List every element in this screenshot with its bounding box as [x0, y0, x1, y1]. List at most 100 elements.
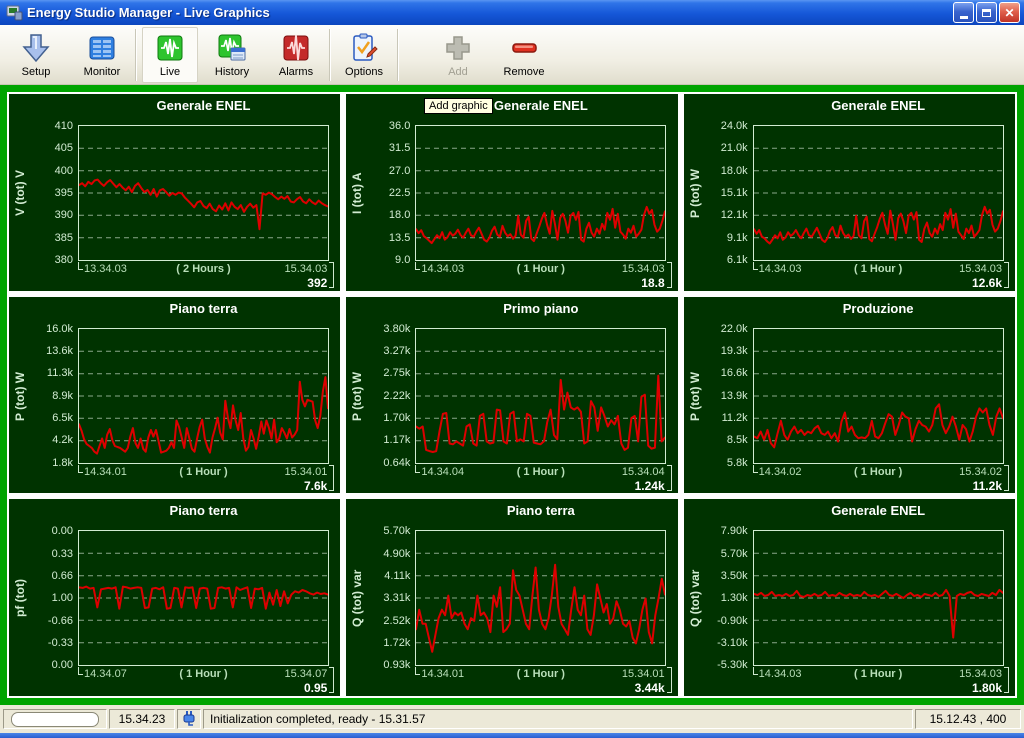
x-axis-left-tick [78, 262, 83, 270]
y-tick-label: 0.00 [51, 659, 73, 672]
y-tick-label: 1.70k [383, 411, 411, 424]
x-span-label: ( 1 Hour ) [179, 668, 228, 681]
current-value: 18.8 [641, 276, 665, 290]
progress-bar [11, 711, 99, 727]
chart-title: Piano terra [506, 503, 575, 519]
x-start-time: 14.34.03 [758, 263, 802, 275]
y-tick-label: 1.72k [383, 636, 411, 649]
x-start-time: 13.34.03 [84, 263, 127, 275]
alarms-button[interactable]: Alarms [268, 27, 324, 83]
setup-button[interactable]: Setup [8, 27, 64, 83]
chart-title: Generale ENEL [156, 98, 251, 113]
x-span-label: ( 2 Hours ) [176, 263, 231, 275]
y-tick-label: 5.70k [720, 547, 748, 560]
y-tick-label: 400 [54, 164, 73, 177]
monitor-button[interactable]: Monitor [74, 27, 130, 83]
status-message: Initialization completed, ready - 15.31.… [210, 712, 426, 726]
chart-panel[interactable]: Primo piano P (tot) W 3.80k 3.27k 2.75k 2.2… [344, 294, 680, 496]
y-tick-label: 4.2k [52, 434, 73, 447]
y-tick-label: 8.5k [726, 434, 748, 447]
toolbar-separator [135, 28, 137, 81]
minimize-button[interactable] [953, 2, 974, 23]
chart-panel[interactable]: Produzione P (tot) W 22.0k 19.3k 16.6k 13.9… [681, 294, 1017, 496]
y-tick-label: 3.50k [720, 569, 748, 582]
plot-area [752, 125, 1004, 261]
y-tick-label: 22.5 [388, 187, 411, 199]
x-axis-left-tick [752, 262, 758, 270]
toolbar: Setup Monitor Live [0, 25, 1024, 85]
x-span-label: ( 1 Hour ) [854, 465, 903, 478]
chart-panel[interactable]: Generale ENEL V (tot) V 410 405 400 395 390 3… [7, 92, 343, 293]
monitor-table-icon [89, 36, 115, 59]
progress-panel [3, 709, 107, 729]
status-right-value: 15.12.43 , 400 [929, 712, 1007, 726]
y-tick-label: 6.5k [52, 411, 73, 424]
y-tick-label: 16.0k [46, 322, 73, 335]
y-tick-label: 0.33 [51, 547, 73, 560]
remove-button[interactable]: Remove [496, 27, 552, 83]
options-button[interactable]: Options [336, 27, 392, 83]
add-label: Add [448, 65, 468, 78]
add-plus-icon [446, 35, 470, 60]
chart-panel[interactable]: Piano terra pf (tot) 0.00 0.33 0.66 1.00 -0.… [7, 497, 343, 698]
y-tick-label: 7.90k [720, 525, 748, 538]
x-start-time: 14.34.01 [421, 668, 465, 681]
live-label: Live [159, 65, 181, 78]
chart-svg [753, 147, 1003, 245]
chart-panel[interactable]: Piano terra Q (tot) var 5.70k 4.90k 4.11k 3… [344, 497, 680, 698]
chart-panel[interactable]: Generale ENEL Q (tot) var 7.90k 5.70k 3.50… [681, 497, 1017, 698]
x-span-label: ( 1 Hour ) [516, 263, 565, 275]
chart-title: Piano terra [169, 503, 238, 519]
chart-title: Generale ENEL [493, 98, 588, 113]
y-tick-label: 11.2k [721, 411, 748, 424]
x-end-time: 15.34.03 [621, 263, 665, 275]
x-end-time: 15.34.03 [284, 263, 328, 275]
y-tick-label: 2.75k [383, 367, 411, 380]
y-tick-label: 1.00 [51, 592, 73, 605]
alarms-label: Alarms [278, 65, 314, 78]
x-end-time: 15.34.01 [621, 668, 665, 681]
close-button[interactable]: ✕ [999, 2, 1020, 23]
x-end-time: 15.34.01 [284, 465, 328, 478]
chart-svg [416, 553, 666, 654]
x-axis-left-tick [78, 667, 83, 676]
y-tick-label: 405 [54, 142, 73, 155]
current-value: 1.80k [971, 681, 1002, 696]
x-axis-right-tick [1004, 262, 1009, 288]
x-span-label: ( 1 Hour ) [516, 465, 565, 478]
chart-svg [79, 147, 328, 239]
current-value: 11.2k [972, 478, 1002, 493]
y-tick-label: 27.0 [388, 164, 411, 177]
y-tick-label: 21.0k [720, 142, 748, 155]
x-axis-right-tick [1004, 464, 1009, 491]
history-button[interactable]: History [204, 27, 260, 83]
restore-button[interactable] [976, 2, 997, 23]
x-span-label: ( 1 Hour ) [854, 668, 903, 681]
y-tick-label: 1.17k [383, 434, 411, 447]
x-start-time: 14.34.07 [84, 668, 127, 681]
y-tick-label: 3.27k [383, 344, 411, 357]
chart-svg [79, 553, 328, 644]
x-axis-right-tick [329, 464, 335, 491]
chart-panel[interactable]: Piano terra P (tot) W 16.0k 13.6k 11.3k 8.9… [7, 294, 343, 496]
history-label: History [214, 65, 250, 78]
x-axis-left-tick [415, 262, 421, 270]
chart-svg [753, 553, 1003, 644]
current-value: 7.6k [303, 478, 328, 493]
restore-icon [982, 8, 991, 17]
x-span-label: ( 1 Hour ) [516, 668, 565, 681]
y-tick-label: 2.52k [383, 614, 411, 627]
options-label: Options [345, 65, 383, 78]
status-bar: 15.34.23 Initialization completed, ready… [0, 705, 1024, 733]
chart-title: Generale ENEL [831, 503, 926, 519]
chart-panel[interactable]: Generale ENEL P (tot) W 24.0k 21.0k 18.0k 1… [681, 92, 1017, 293]
y-tick-label: 18.0k [720, 164, 748, 177]
chart-panel[interactable]: Generale ENEL I (tot) A 36.0 31.5 27.0 22.5… [344, 92, 680, 293]
y-tick-label: 0.66 [51, 569, 73, 582]
current-value: 3.44k [634, 681, 665, 696]
y-tick-label: 16.6k [720, 367, 748, 380]
live-button[interactable]: Live [142, 26, 198, 83]
y-tick-label: -3.10k [717, 636, 748, 649]
y-tick-label: 1.30k [720, 592, 748, 605]
